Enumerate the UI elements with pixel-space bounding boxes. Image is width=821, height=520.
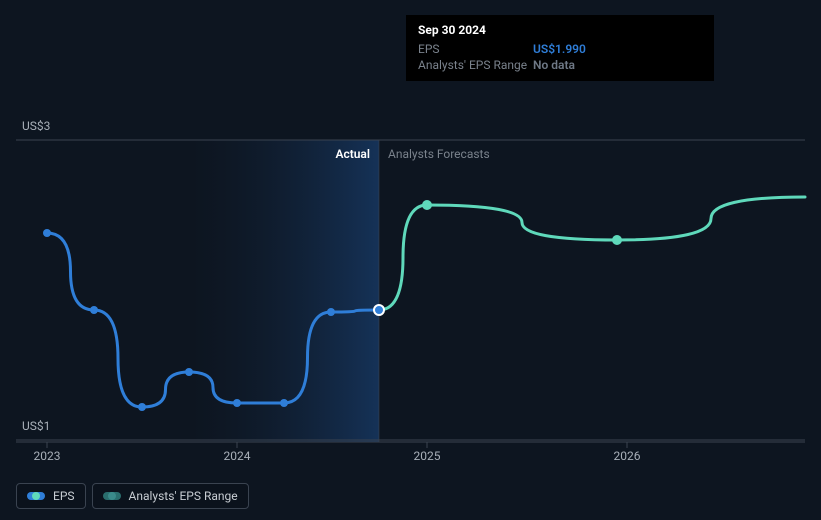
svg-text:2026: 2026: [614, 449, 641, 463]
legend-item[interactable]: EPS: [16, 483, 86, 509]
legend-item-label: Analysts' EPS Range: [129, 489, 238, 503]
legend-swatch-icon: [103, 492, 121, 500]
tooltip-row: EPSUS$1.990: [418, 41, 702, 57]
chart-tooltip: Sep 30 2024 EPSUS$1.990Analysts' EPS Ran…: [406, 15, 714, 81]
svg-text:US$3: US$3: [22, 119, 50, 133]
chart-legend: EPS Analysts' EPS Range: [16, 483, 249, 509]
tooltip-row-value: US$1.990: [533, 41, 702, 57]
legend-item[interactable]: Analysts' EPS Range: [92, 483, 249, 509]
tooltip-table: EPSUS$1.990Analysts' EPS RangeNo data: [418, 41, 702, 73]
svg-text:2024: 2024: [224, 449, 251, 463]
legend-swatch-icon: [27, 492, 45, 500]
eps-chart: US$3 US$1 2023 2024 2025 2026 Sep 30 2024 EPS…: [0, 0, 821, 520]
svg-text:2023: 2023: [34, 449, 61, 463]
legend-item-label: EPS: [53, 489, 75, 503]
tooltip-row-value: No data: [533, 57, 702, 73]
tooltip-date: Sep 30 2024: [418, 23, 702, 37]
tooltip-row-label: Analysts' EPS Range: [418, 57, 533, 73]
svg-text:2025: 2025: [414, 449, 441, 463]
svg-text:US$1: US$1: [22, 419, 50, 433]
tooltip-row: Analysts' EPS RangeNo data: [418, 57, 702, 73]
tooltip-row-label: EPS: [418, 41, 533, 57]
